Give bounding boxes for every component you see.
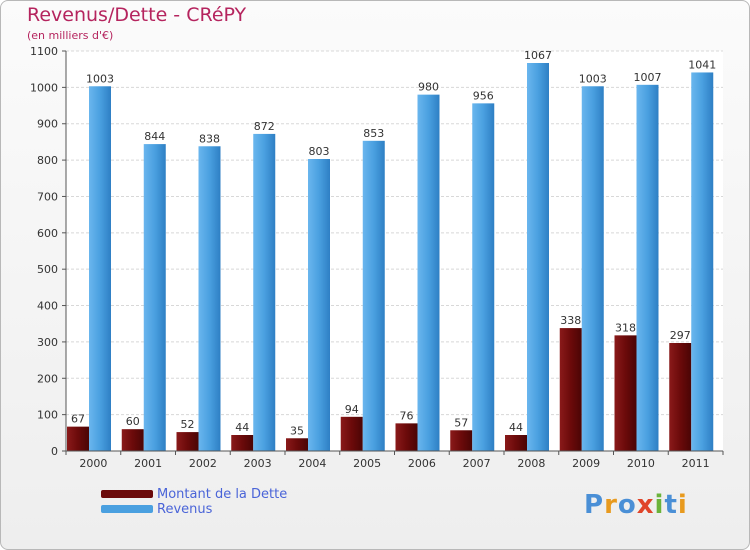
y-tick-label: 0 — [51, 445, 58, 458]
bar-debt — [614, 335, 637, 451]
logo-letter: P — [584, 490, 605, 520]
x-tick-label: 2004 — [298, 457, 326, 470]
data-label-revenue: 980 — [418, 81, 439, 94]
x-tick-label: 2007 — [463, 457, 491, 470]
data-label-revenue: 803 — [309, 145, 330, 158]
data-label-debt: 57 — [454, 416, 468, 429]
legend-swatch-debt — [101, 490, 153, 498]
data-label-revenue: 1007 — [634, 71, 662, 84]
y-tick-label: 800 — [37, 154, 58, 167]
data-label-revenue: 1003 — [86, 72, 114, 85]
bar-debt — [450, 430, 473, 451]
bar-revenue — [417, 94, 440, 452]
bar-revenue — [89, 86, 111, 451]
x-tick-label: 2011 — [682, 457, 710, 470]
logo-letter: i — [654, 490, 665, 520]
bar-revenue — [198, 146, 221, 452]
bar-revenue — [636, 84, 659, 452]
x-tick-label: 2005 — [353, 457, 381, 470]
data-label-revenue: 838 — [199, 132, 220, 145]
data-label-debt: 338 — [560, 314, 581, 327]
bar-revenue — [691, 72, 714, 452]
data-label-debt: 52 — [181, 418, 195, 431]
y-tick-label: 500 — [37, 263, 58, 276]
data-label-revenue: 1041 — [688, 58, 716, 71]
bar-debt — [67, 426, 89, 451]
bar-debt — [286, 438, 308, 451]
bar-debt — [176, 432, 199, 451]
data-label-debt: 297 — [670, 329, 691, 342]
bar-revenue — [253, 133, 276, 451]
data-label-revenue: 844 — [144, 130, 165, 143]
logo-letter: i — [677, 490, 688, 520]
data-label-debt: 67 — [71, 413, 85, 426]
data-label-debt: 35 — [290, 424, 304, 437]
x-tick-label: 2008 — [517, 457, 545, 470]
legend-label-revenue: Revenus — [157, 502, 213, 517]
data-label-revenue: 1003 — [579, 72, 607, 85]
data-label-revenue: 872 — [254, 120, 275, 133]
data-label-debt: 76 — [400, 409, 414, 422]
x-tick-label: 2010 — [627, 457, 655, 470]
y-tick-label: 600 — [37, 227, 58, 240]
data-label-revenue: 1067 — [524, 49, 552, 62]
y-tick-label: 400 — [37, 300, 58, 313]
x-tick-label: 2002 — [189, 457, 217, 470]
y-tick-label: 300 — [37, 336, 58, 349]
data-label-debt: 44 — [509, 421, 523, 434]
bar-revenue — [362, 140, 385, 451]
bar-revenue — [143, 144, 166, 451]
y-tick-label: 1000 — [30, 81, 58, 94]
legend-label-debt: Montant de la Dette — [157, 487, 288, 502]
logo-letter: r — [604, 490, 618, 520]
bar-debt — [559, 328, 582, 451]
bar-debt — [231, 435, 254, 451]
bar-debt — [395, 423, 418, 451]
logo-letter: x — [636, 490, 655, 520]
data-label-revenue: 853 — [363, 127, 384, 140]
data-label-revenue: 956 — [473, 89, 494, 102]
x-tick-label: 2009 — [572, 457, 600, 470]
legend-swatch-revenue — [101, 505, 153, 513]
x-tick-label: 2000 — [79, 457, 107, 470]
bar-revenue — [581, 86, 604, 451]
logo-letter: t — [664, 490, 678, 520]
chart-title: Revenus/Dette - CRéPY — [27, 4, 247, 26]
bar-debt — [505, 435, 527, 451]
y-tick-label: 100 — [37, 409, 58, 422]
y-tick-label: 900 — [37, 118, 58, 131]
logo-letter: o — [617, 490, 637, 520]
x-tick-label: 2006 — [408, 457, 436, 470]
chart-subtitle: (en milliers d'€) — [27, 29, 114, 42]
bar-debt — [340, 416, 363, 451]
bar-revenue — [472, 103, 495, 451]
x-tick-label: 2003 — [244, 457, 272, 470]
y-tick-label: 200 — [37, 372, 58, 385]
proxiti-logo: Proxiti — [584, 490, 688, 520]
bar-debt — [121, 429, 144, 451]
bar-revenue — [527, 63, 549, 451]
data-label-debt: 60 — [126, 415, 140, 428]
x-tick-label: 2001 — [134, 457, 162, 470]
bar-revenue — [308, 159, 330, 451]
plot-area — [66, 51, 723, 451]
bar-debt — [669, 343, 692, 451]
data-label-debt: 318 — [615, 321, 636, 334]
y-tick-label: 1100 — [30, 45, 58, 58]
data-label-debt: 44 — [235, 421, 249, 434]
data-label-debt: 94 — [345, 403, 359, 416]
y-tick-label: 700 — [37, 190, 58, 203]
